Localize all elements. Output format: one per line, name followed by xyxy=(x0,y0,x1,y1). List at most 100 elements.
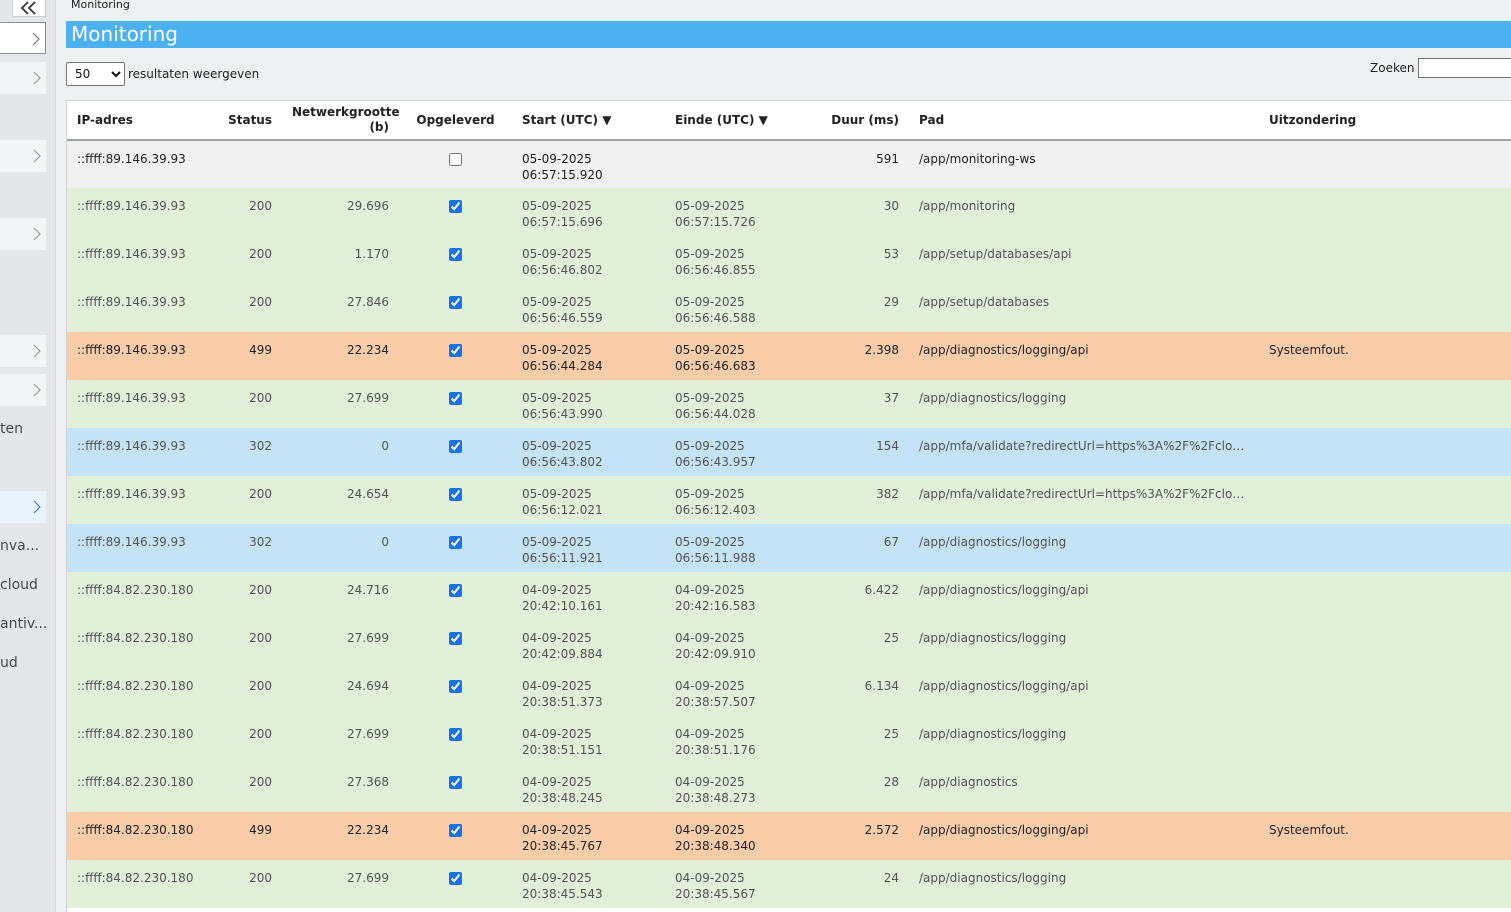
sidebar-item-6[interactable] xyxy=(0,374,46,406)
header-status[interactable]: Status xyxy=(217,101,282,141)
table-row[interactable]: ::ffff:84.82.230.180 200 24.694 04-09-2025 2… xyxy=(67,668,1511,716)
table-row[interactable]: ::ffff:89.146.39.93 200 1.170 05-09-2025 06:… xyxy=(67,236,1511,284)
request-path: /app/monitoring-ws xyxy=(919,152,1036,166)
delivered-checkbox[interactable] xyxy=(449,153,462,166)
delivered-checkbox[interactable] xyxy=(449,632,462,645)
end-date: 05-09-2025 xyxy=(675,343,745,357)
end-time: 06:56:46.588 xyxy=(675,311,756,325)
page-title: Monitoring xyxy=(66,21,1511,48)
cell-exception xyxy=(1259,860,1511,908)
duration-ms: 67 xyxy=(883,535,899,549)
sidebar-text-3[interactable]: cloud xyxy=(0,577,38,593)
sidebar-item-5[interactable] xyxy=(0,335,46,367)
cell-status: 499 xyxy=(217,332,282,380)
collapse-sidebar-button[interactable] xyxy=(12,0,46,17)
table-row[interactable]: ::ffff:89.146.39.93 200 27.846 05-09-2025 06… xyxy=(67,284,1511,332)
table-row[interactable]: ::ffff:89.146.39.93 200 29.696 05-09-2025 06… xyxy=(67,188,1511,236)
cell-exception xyxy=(1259,140,1511,188)
cell-end: 04-09-2025 20:38:48.340 xyxy=(665,812,818,860)
table-row[interactable]: ::ffff:89.146.39.93 200 27.699 05-09-2025 06… xyxy=(67,380,1511,428)
search-input[interactable] xyxy=(1418,58,1511,78)
sidebar-item-1[interactable] xyxy=(0,22,46,54)
cell-delivered xyxy=(399,284,512,332)
end-time: 20:42:16.583 xyxy=(675,599,756,613)
delivered-checkbox[interactable] xyxy=(449,728,462,741)
sidebar-text-4[interactable]: antiv... xyxy=(0,616,48,632)
cell-end: 04-09-2025 20:42:09.910 xyxy=(665,620,818,668)
header-delivered[interactable]: Opgeleverd xyxy=(399,101,512,141)
delivered-checkbox[interactable] xyxy=(449,536,462,549)
end-time: 20:38:57.507 xyxy=(675,695,756,709)
cell-size: 27.699 xyxy=(282,380,399,428)
page-size-select[interactable]: 102550100 xyxy=(66,62,125,86)
network-size: 27.699 xyxy=(347,871,389,885)
header-ip[interactable]: IP-adres xyxy=(67,101,217,141)
header-start[interactable]: Start (UTC) ▼ xyxy=(512,101,665,141)
table-row[interactable]: ::ffff:89.146.39.93 05-09-2025 06:57:15.92… xyxy=(67,140,1511,188)
cell-size: 1.170 xyxy=(282,236,399,284)
cell-duration: 25 xyxy=(818,716,909,764)
table-row[interactable]: ::ffff:89.146.39.93 200 24.654 05-09-2025 06… xyxy=(67,476,1511,524)
table-row[interactable]: ::ffff:84.82.230.180 200 27.699 04-09-2025 2… xyxy=(67,620,1511,668)
end-date: 05-09-2025 xyxy=(675,247,745,261)
cell-duration: 382 xyxy=(818,476,909,524)
delivered-checkbox[interactable] xyxy=(449,776,462,789)
table-row[interactable]: ::ffff:84.82.230.180 499 22.234 04-09-2025 2… xyxy=(67,812,1511,860)
delivered-checkbox[interactable] xyxy=(449,296,462,309)
status-code: 200 xyxy=(249,247,272,261)
start-time: 06:57:15.696 xyxy=(522,215,603,229)
table-row[interactable]: ::ffff:89.146.39.93 302 0 05-09-2025 06:56:1… xyxy=(67,524,1511,572)
request-path: /app/diagnostics/logging xyxy=(919,631,1067,645)
delivered-checkbox[interactable] xyxy=(449,824,462,837)
cell-status: 200 xyxy=(217,284,282,332)
delivered-checkbox[interactable] xyxy=(449,200,462,213)
cell-duration: 24 xyxy=(818,860,909,908)
sidebar-item-3[interactable] xyxy=(0,140,46,172)
sidebar-item-4[interactable] xyxy=(0,218,46,250)
header-exception[interactable]: Uitzondering xyxy=(1259,101,1511,141)
cell-exception xyxy=(1259,380,1511,428)
network-size: 0 xyxy=(381,439,389,453)
start-time: 20:38:48.245 xyxy=(522,791,603,805)
header-duration[interactable]: Duur (ms) xyxy=(818,101,909,141)
table-row[interactable]: ::ffff:84.82.230.180 200 27.699 04-09-2025 2… xyxy=(67,860,1511,908)
delivered-checkbox[interactable] xyxy=(449,680,462,693)
header-size[interactable]: Netwerkgrootte (b) xyxy=(282,101,400,141)
end-date: 04-09-2025 xyxy=(675,823,745,837)
breadcrumb[interactable]: Monitoring xyxy=(71,0,130,11)
request-path: /app/diagnostics/logging xyxy=(919,535,1067,549)
cell-delivered xyxy=(399,524,512,572)
status-code: 499 xyxy=(249,823,272,837)
delivered-checkbox[interactable] xyxy=(449,584,462,597)
table-row[interactable]: ::ffff:89.146.39.93 302 0 05-09-2025 06:56:4… xyxy=(67,428,1511,476)
cell-status: 499 xyxy=(217,812,282,860)
sidebar-item-2[interactable] xyxy=(0,62,46,94)
delivered-checkbox[interactable] xyxy=(449,344,462,357)
table-row[interactable]: ::ffff:84.82.230.180 200 24.716 04-09-2025 2… xyxy=(67,572,1511,620)
delivered-checkbox[interactable] xyxy=(449,488,462,501)
sidebar-text-1[interactable]: ten xyxy=(0,421,23,437)
end-date: 04-09-2025 xyxy=(675,583,745,597)
table-row[interactable]: ::ffff:84.82.230.180 200 27.368 04-09-2025 2… xyxy=(67,764,1511,812)
sidebar-item-monitoring[interactable] xyxy=(0,491,46,523)
cell-start: 04-09-2025 20:38:45.767 xyxy=(512,812,665,860)
end-date: 05-09-2025 xyxy=(675,295,745,309)
cell-end: 05-09-2025 06:56:46.588 xyxy=(665,284,818,332)
cell-path: /app/diagnostics/logging/api xyxy=(909,332,1259,380)
network-size: 29.696 xyxy=(347,199,389,213)
network-size: 27.699 xyxy=(347,727,389,741)
delivered-checkbox[interactable] xyxy=(449,872,462,885)
header-end[interactable]: Einde (UTC) ▼ xyxy=(665,101,818,141)
delivered-checkbox[interactable] xyxy=(449,248,462,261)
delivered-checkbox[interactable] xyxy=(449,392,462,405)
table-row[interactable]: ::ffff:89.146.39.93 499 22.234 05-09-2025 06… xyxy=(67,332,1511,380)
cell-start: 04-09-2025 20:42:10.161 xyxy=(512,572,665,620)
sidebar-text-5[interactable]: ud xyxy=(0,655,18,671)
sidebar-text-2[interactable]: nva... xyxy=(0,538,40,554)
end-time: 06:56:46.683 xyxy=(675,359,756,373)
table-row[interactable]: ::ffff:84.82.230.180 200 27.699 04-09-2025 2… xyxy=(67,716,1511,764)
delivered-checkbox[interactable] xyxy=(449,440,462,453)
header-path[interactable]: Pad xyxy=(909,101,1259,141)
cell-end: 05-09-2025 06:56:46.683 xyxy=(665,332,818,380)
cell-delivered xyxy=(399,716,512,764)
